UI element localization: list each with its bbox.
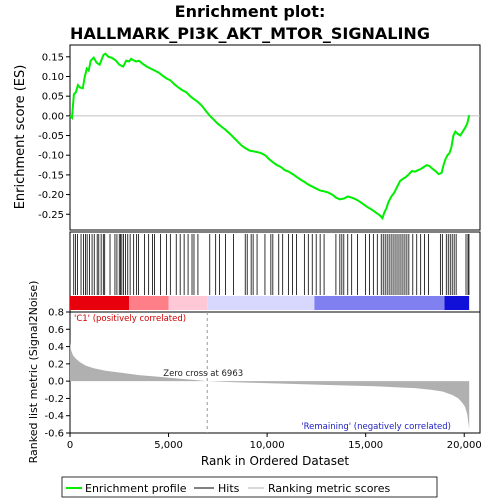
hits-panel bbox=[69, 231, 481, 313]
rank-bar-segment bbox=[314, 296, 445, 310]
bottom-ytick-label: 0.0 bbox=[48, 377, 64, 388]
bottom-ytick-label: 0.2 bbox=[48, 359, 64, 370]
ranking-metric-area bbox=[70, 342, 470, 430]
legend-ranking-label: Ranking metric scores bbox=[268, 482, 390, 495]
enrichment-profile-line bbox=[69, 52, 471, 221]
bottom-ytick-label: 0.8 bbox=[48, 308, 64, 319]
bottom-ytick-label: -0.6 bbox=[44, 429, 64, 440]
xtick-label: 0 bbox=[67, 440, 73, 451]
chart-title-line1: Enrichment plot: bbox=[175, 2, 326, 21]
legend-frame bbox=[61, 476, 438, 498]
positive-correlated-label: 'C1' (positively correlated) bbox=[74, 314, 186, 324]
ranked-metric-panel: Zero cross at 6963 'C1' (positively corr… bbox=[27, 281, 482, 468]
top-ytick-label: 0.10 bbox=[42, 72, 64, 83]
xtick-label: 20,000 bbox=[447, 440, 482, 451]
zero-cross-label: Zero cross at 6963 bbox=[163, 369, 243, 379]
top-panel-frame bbox=[69, 44, 481, 231]
legend-hits-label: Hits bbox=[218, 482, 240, 495]
hit-lines bbox=[73, 234, 470, 295]
x-axis-label: Rank in Ordered Dataset bbox=[201, 454, 349, 468]
rank-bar-segment bbox=[444, 296, 470, 310]
xtick-label: 10,000 bbox=[250, 440, 285, 451]
enrichment-score-panel: -0.25 -0.20 -0.15 -0.10 -0.05 0.00 0.05 0.10 0.1… bbox=[13, 44, 481, 231]
legend: Enrichment profile Hits Ranking metric s… bbox=[61, 476, 438, 498]
rank-color-bar bbox=[70, 296, 470, 310]
negative-correlated-label: 'Remaining' (negatively correlated) bbox=[301, 422, 451, 432]
top-ytick-label: -0.10 bbox=[38, 151, 64, 162]
top-ytick-label: -0.25 bbox=[38, 210, 64, 221]
bottom-panel-frame bbox=[69, 311, 481, 434]
bottom-y-axis-label: Ranked list metric (Signal2Noise) bbox=[27, 281, 40, 464]
top-y-axis-label: Enrichment score (ES) bbox=[13, 65, 28, 210]
x-axis-ticks: 0 5,000 10,000 15,000 20,000 bbox=[67, 433, 482, 451]
bottom-y-axis-ticks: -0.6 -0.4 -0.2 0.0 0.2 0.4 0.6 0.8 bbox=[44, 308, 70, 440]
top-y-axis-ticks: -0.25 -0.20 -0.15 -0.10 -0.05 0.00 0.05 0.10 0.1… bbox=[38, 52, 70, 221]
top-ytick-label: 0.00 bbox=[42, 111, 64, 122]
bottom-ytick-label: -0.2 bbox=[44, 394, 64, 405]
top-ytick-label: 0.05 bbox=[42, 92, 64, 103]
rank-bar-segment bbox=[70, 296, 130, 310]
top-ytick-label: -0.15 bbox=[38, 170, 64, 181]
rank-bar-segment bbox=[129, 296, 169, 310]
rank-bar-segment bbox=[168, 296, 208, 310]
legend-enrichment-label: Enrichment profile bbox=[85, 482, 187, 495]
xtick-label: 5,000 bbox=[154, 440, 183, 451]
chart-title-line2: HALLMARK_PI3K_AKT_MTOR_SIGNALING bbox=[70, 24, 430, 43]
rank-bar-segment bbox=[207, 296, 315, 310]
bottom-ytick-label: 0.4 bbox=[48, 342, 64, 353]
bottom-ytick-label: -0.4 bbox=[44, 411, 64, 422]
top-ytick-label: -0.20 bbox=[38, 190, 64, 201]
bottom-ytick-label: 0.6 bbox=[48, 325, 64, 336]
top-ytick-label: -0.05 bbox=[38, 131, 64, 142]
top-ytick-label: 0.15 bbox=[42, 52, 64, 63]
xtick-label: 15,000 bbox=[348, 440, 383, 451]
